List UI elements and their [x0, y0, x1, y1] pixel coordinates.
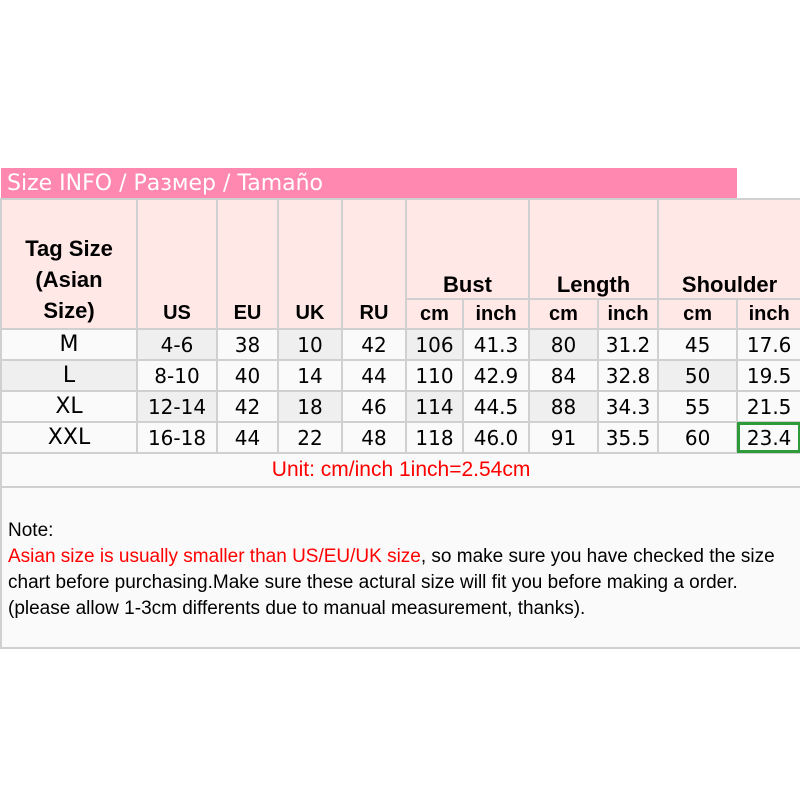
value-cell[interactable]: 35.5 [597, 421, 659, 454]
table-row: XXL 16-18 44 22 48 118 46.0 91 35.5 60 23.4 [0, 421, 800, 454]
value-cell[interactable]: 4-6 [136, 328, 218, 361]
header-tag-size: Tag Size (Asian Size) [0, 198, 138, 330]
value-cell[interactable]: 34.3 [597, 390, 659, 423]
value-cell[interactable]: 23.4 [736, 421, 800, 454]
size-cell[interactable]: L [0, 359, 138, 392]
value-cell[interactable]: 41.3 [462, 328, 530, 361]
value-cell[interactable]: 80 [528, 328, 599, 361]
size-cell[interactable]: M [0, 328, 138, 361]
value-cell[interactable]: 46.0 [462, 421, 530, 454]
value-cell[interactable]: 88 [528, 390, 599, 423]
value-cell[interactable]: 42.9 [462, 359, 530, 392]
value-cell[interactable]: 45 [656, 328, 739, 361]
value-cell[interactable]: 44.5 [462, 390, 530, 423]
tag-size-line: Tag Size [25, 236, 113, 261]
note-text: , so make sure you have checked the size… [8, 546, 775, 619]
size-cell[interactable]: XL [0, 390, 138, 423]
note-label: Note: [8, 520, 54, 541]
value-cell[interactable]: 10 [277, 328, 343, 361]
tag-size-line: (Asian [35, 267, 103, 292]
value-cell[interactable]: 84 [528, 359, 599, 392]
header-uk: UK [277, 198, 343, 330]
table-row: M 4-6 38 10 42 106 41.3 80 31.2 45 17.6 [0, 328, 800, 361]
value-cell[interactable]: 38 [216, 328, 279, 361]
value-cell[interactable]: 114 [405, 390, 464, 423]
table-row: XL 12-14 42 18 46 114 44.5 88 34.3 55 21.5 [0, 390, 800, 423]
value-cell[interactable]: 18 [277, 390, 343, 423]
header-shoulder-inch: inch [736, 298, 800, 330]
size-cell[interactable]: XXL [0, 421, 138, 454]
header-length: Length [528, 198, 659, 300]
header-shoulder-cm: cm [656, 298, 739, 330]
value-cell[interactable]: 42 [341, 328, 407, 361]
value-cell[interactable]: 91 [528, 421, 599, 454]
value-cell[interactable]: 12-14 [136, 390, 218, 423]
value-cell[interactable]: 31.2 [597, 328, 659, 361]
value-cell[interactable]: 19.5 [736, 359, 800, 392]
header-eu: EU [216, 198, 279, 330]
value-cell[interactable]: 110 [405, 359, 464, 392]
value-cell[interactable]: 40 [216, 359, 279, 392]
value-cell[interactable]: 16-18 [136, 421, 218, 454]
header-ru: RU [341, 198, 407, 330]
note-cell: Note: Asian size is usually smaller than… [0, 486, 800, 649]
header-length-cm: cm [528, 298, 599, 330]
unit-note: Unit: cm/inch 1inch=2.54cm [0, 452, 800, 488]
note-warning: Asian size is usually smaller than US/EU… [8, 546, 421, 567]
value-cell[interactable]: 22 [277, 421, 343, 454]
value-cell[interactable]: 50 [656, 359, 739, 392]
value-cell[interactable]: 55 [656, 390, 739, 423]
table-row: L 8-10 40 14 44 110 42.9 84 32.8 50 19.5 [0, 359, 800, 392]
value-cell[interactable]: 60 [656, 421, 739, 454]
value-cell[interactable]: 118 [405, 421, 464, 454]
value-cell[interactable]: 32.8 [597, 359, 659, 392]
header-bust-cm: cm [405, 298, 464, 330]
value-cell[interactable]: 48 [341, 421, 407, 454]
value-cell[interactable]: 44 [216, 421, 279, 454]
header-bust: Bust [405, 198, 530, 300]
value-cell[interactable]: 46 [341, 390, 407, 423]
header-length-inch: inch [597, 298, 659, 330]
blank-cell [737, 168, 800, 200]
header-shoulder: Shoulder [656, 198, 800, 300]
value-cell[interactable]: 8-10 [136, 359, 218, 392]
size-chart-table: Size INFO / Размер / Tamaño Tag Size (As… [0, 168, 800, 649]
value-cell[interactable]: 21.5 [736, 390, 800, 423]
header-bust-inch: inch [462, 298, 530, 330]
table-title: Size INFO / Размер / Tamaño [1, 168, 738, 200]
value-cell[interactable]: 106 [405, 328, 464, 361]
value-cell[interactable]: 14 [277, 359, 343, 392]
value-cell[interactable]: 17.6 [736, 328, 800, 361]
header-us: US [136, 198, 218, 330]
tag-size-line: Size) [43, 298, 95, 323]
value-cell[interactable]: 44 [341, 359, 407, 392]
value-cell[interactable]: 42 [216, 390, 279, 423]
